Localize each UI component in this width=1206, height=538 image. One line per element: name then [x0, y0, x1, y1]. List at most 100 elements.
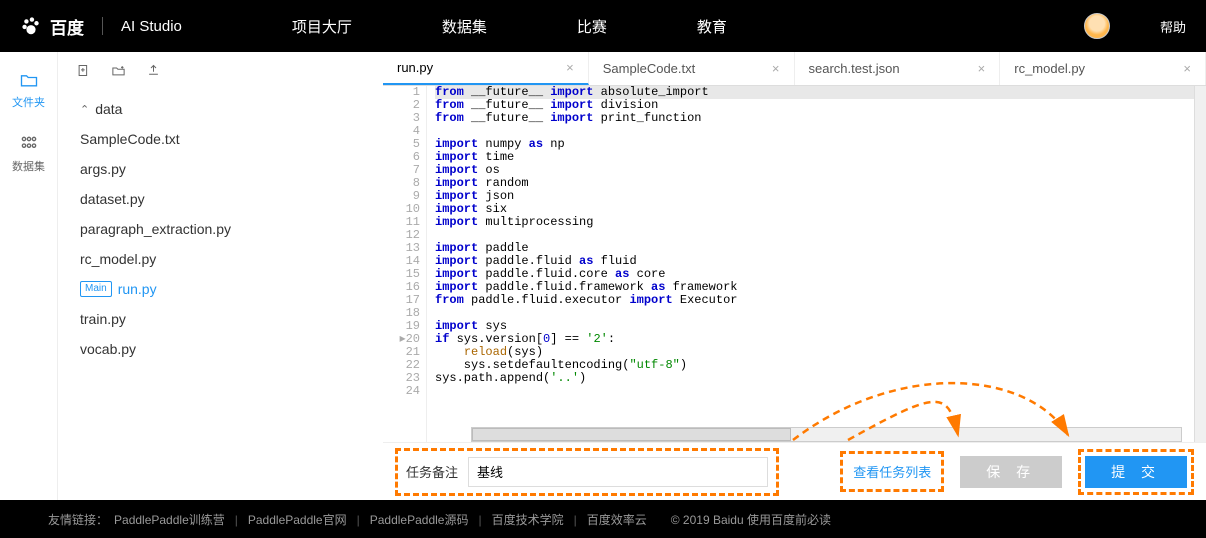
file-row-folder[interactable]: ⌃ data — [72, 94, 383, 124]
folder-icon — [19, 70, 39, 90]
main: 文件夹 数据集 ⌃ data SampleCode.txt args.py data… — [0, 52, 1206, 500]
avatar[interactable] — [1084, 13, 1110, 39]
line-gutter: 123456789101112131415161718192021222324 — [383, 86, 427, 442]
separator: | — [235, 513, 238, 527]
task-note-group: 任务备注 — [395, 448, 779, 496]
logo-group[interactable]: 百度 AI Studio — [20, 14, 182, 39]
folder-name: data — [95, 101, 122, 117]
file-row[interactable]: SampleCode.txt — [72, 124, 383, 154]
top-nav: 百度 AI Studio 项目大厅 数据集 比赛 教育 帮助 — [0, 0, 1206, 52]
file-row[interactable]: Main run.py — [72, 274, 383, 304]
code-line[interactable]: if sys.version[0] == '2': — [435, 333, 1194, 346]
close-icon[interactable]: × — [978, 61, 986, 76]
sidebar-item-dataset[interactable]: 数据集 — [12, 134, 45, 174]
studio-text: AI Studio — [121, 18, 182, 35]
code-line[interactable]: from paddle.fluid.executor import Execut… — [435, 294, 1194, 307]
file-name: SampleCode.txt — [80, 131, 180, 147]
editor-tabs: run.py×SampleCode.txt×search.test.json×r… — [383, 52, 1206, 86]
file-row[interactable]: rc_model.py — [72, 244, 383, 274]
code-line[interactable]: import multiprocessing — [435, 216, 1194, 229]
sidebar-label-dataset: 数据集 — [12, 158, 45, 174]
file-row[interactable]: paragraph_extraction.py — [72, 214, 383, 244]
code-editor[interactable]: ◂ 12345678910111213141516171819202122232… — [383, 86, 1206, 442]
close-icon[interactable]: × — [566, 60, 574, 75]
footer-link[interactable]: PaddlePaddle训练营 — [114, 513, 225, 527]
sidebar-label-folder: 文件夹 — [12, 94, 45, 110]
editor-tab[interactable]: search.test.json × — [795, 52, 1001, 85]
task-note-input[interactable] — [468, 457, 768, 487]
file-name: paragraph_extraction.py — [80, 221, 231, 237]
nav-links: 项目大厅 数据集 比赛 教育 — [292, 16, 727, 37]
code-line[interactable]: import os — [435, 164, 1194, 177]
close-icon[interactable]: × — [772, 61, 780, 76]
editor-tab[interactable]: SampleCode.txt × — [589, 52, 795, 85]
help-link[interactable]: 帮助 — [1160, 17, 1186, 36]
nav-link[interactable]: 教育 — [697, 16, 727, 37]
close-icon[interactable]: × — [1183, 61, 1191, 76]
file-toolbar — [58, 52, 383, 88]
baidu-paw-icon — [20, 15, 42, 37]
tab-label: run.py — [397, 60, 433, 75]
code-line[interactable]: import numpy as np — [435, 138, 1194, 151]
main-badge: Main — [80, 281, 112, 297]
code-line[interactable]: import json — [435, 190, 1194, 203]
nav-link[interactable]: 比赛 — [577, 16, 607, 37]
brand-text: 百度 — [50, 14, 84, 39]
editor-area: run.py×SampleCode.txt×search.test.json×r… — [383, 52, 1206, 500]
nav-link[interactable]: 项目大厅 — [292, 16, 352, 37]
editor-tab[interactable]: run.py × — [383, 52, 589, 85]
save-button[interactable]: 保 存 — [960, 456, 1062, 488]
view-task-list-link[interactable]: 查看任务列表 — [840, 451, 944, 492]
horizontal-scrollbar[interactable] — [471, 427, 1182, 442]
editor-tab[interactable]: rc_model.py× — [1000, 52, 1206, 85]
footer-link[interactable]: PaddlePaddle源码 — [370, 513, 469, 527]
sidebar-item-folder[interactable]: 文件夹 — [12, 70, 45, 110]
footer: 友情链接： PaddlePaddle训练营|PaddlePaddle官网|Pad… — [0, 500, 1206, 538]
footer-link[interactable]: PaddlePaddle官网 — [248, 513, 347, 527]
code-line[interactable] — [435, 229, 1194, 242]
file-row[interactable]: dataset.py — [72, 184, 383, 214]
file-name: dataset.py — [80, 191, 145, 207]
footer-link[interactable]: 百度技术学院 — [492, 513, 564, 527]
nav-link[interactable]: 数据集 — [442, 16, 487, 37]
code-line[interactable] — [435, 385, 1194, 398]
action-bar: 任务备注 查看任务列表 保 存 提 交 — [383, 442, 1206, 500]
vertical-scrollbar[interactable] — [1194, 86, 1206, 442]
submit-button[interactable]: 提 交 — [1085, 456, 1187, 488]
file-row[interactable]: train.py — [72, 304, 383, 334]
top-nav-right: 帮助 — [1084, 13, 1186, 39]
chevron-down-icon: ⌃ — [80, 103, 89, 116]
upload-icon[interactable] — [146, 63, 161, 78]
footer-links: PaddlePaddle训练营 | PaddlePaddle官网 | PaddlePad… — [114, 511, 647, 528]
footer-label: 友情链接： — [48, 511, 108, 528]
file-list: ⌃ data SampleCode.txt args.py dataset.py pa… — [58, 88, 383, 364]
code-line[interactable] — [435, 307, 1194, 320]
copyright: © 2019 Baidu 使用百度前必读 — [671, 511, 831, 528]
code-line[interactable]: import random — [435, 177, 1194, 190]
tab-label: search.test.json — [809, 61, 900, 76]
file-name: args.py — [80, 161, 126, 177]
footer-link[interactable]: 百度效率云 — [587, 513, 647, 527]
line-number: 24 — [389, 385, 420, 398]
new-file-icon[interactable] — [76, 63, 91, 78]
file-row[interactable]: args.py — [72, 154, 383, 184]
scrollbar-thumb[interactable] — [472, 428, 791, 441]
new-folder-icon[interactable] — [111, 63, 126, 78]
file-name: vocab.py — [80, 341, 136, 357]
file-name: run.py — [118, 281, 157, 297]
code-line[interactable]: from __future__ import print_function — [435, 112, 1194, 125]
dataset-icon — [19, 134, 39, 154]
file-name: rc_model.py — [80, 251, 156, 267]
divider — [102, 17, 103, 35]
file-panel: ⌃ data SampleCode.txt args.py dataset.py pa… — [58, 52, 383, 500]
icon-sidebar: 文件夹 数据集 — [0, 52, 58, 500]
code-line[interactable]: sys.path.append('..') — [435, 372, 1194, 385]
tab-label: SampleCode.txt — [603, 61, 696, 76]
separator: | — [357, 513, 360, 527]
code-line[interactable]: import time — [435, 151, 1194, 164]
file-name: train.py — [80, 311, 126, 327]
separator: | — [574, 513, 577, 527]
file-row[interactable]: vocab.py — [72, 334, 383, 364]
task-note-label: 任务备注 — [406, 462, 458, 481]
code-body[interactable]: from __future__ import absolute_importfr… — [427, 86, 1194, 442]
